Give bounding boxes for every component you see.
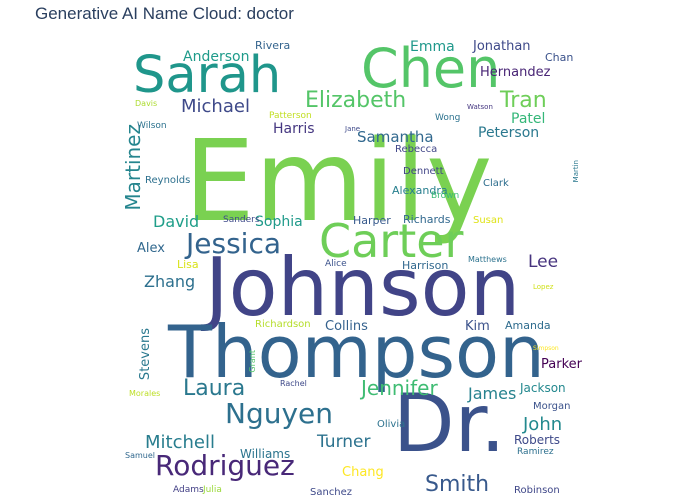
cloud-word: Sanchez (310, 487, 353, 498)
cloud-word: Amanda (505, 319, 551, 332)
cloud-word: Rivera (255, 39, 291, 52)
cloud-word: Harrison (402, 259, 449, 272)
cloud-word: Wong (435, 113, 461, 123)
cloud-word: Alex (137, 241, 165, 256)
cloud-word: Lee (528, 252, 559, 272)
cloud-word: Nguyen (225, 397, 334, 430)
cloud-word: Alice (325, 259, 347, 269)
cloud-word: Johnson (205, 241, 521, 334)
cloud-word: Chen (361, 38, 501, 100)
cloud-word: Rebecca (395, 144, 438, 155)
cloud-word: Richards (403, 213, 451, 226)
cloud-word: Reynolds (145, 175, 191, 186)
cloud-word: Sophia (255, 214, 303, 230)
cloud-word: Simpson (533, 345, 559, 352)
cloud-word: Robinson (514, 485, 560, 496)
cloud-word: Martin (572, 160, 580, 183)
cloud-word: Olivia (377, 419, 406, 430)
cloud-word: Stevens (138, 328, 153, 381)
cloud-word: Davis (135, 99, 158, 108)
cloud-word: Hernandez (480, 65, 551, 80)
cloud-word: Dr. (393, 377, 506, 470)
cloud-word: Emily (184, 117, 493, 247)
cloud-word: Alexandra (392, 184, 448, 197)
cloud-word: Emma (410, 39, 455, 55)
cloud-word: Roberts (514, 433, 561, 447)
cloud-word: Sanders (223, 215, 260, 225)
cloud-word: Thompson (168, 310, 545, 394)
cloud-word: Morales (129, 389, 161, 398)
cloud-word: Wilson (137, 121, 167, 131)
cloud-word: Susan (473, 215, 504, 226)
cloud-word: Collins (325, 319, 368, 334)
cloud-word: Smith (425, 472, 490, 497)
cloud-word: Williams (240, 447, 291, 461)
cloud-word: Brown (431, 191, 460, 201)
cloud-word: Clark (483, 178, 509, 189)
cloud-word: Sarah (133, 46, 282, 105)
cloud-word: Ramirez (517, 447, 554, 457)
cloud-word: Lisa (177, 258, 199, 271)
cloud-word: James (468, 384, 517, 403)
cloud-word: Lopez (533, 283, 554, 291)
cloud-word: Zhang (144, 272, 196, 291)
cloud-word: Jonathan (473, 39, 531, 54)
word-cloud: Emily Johnson Thompson Dr. Sarah Chen Ca… (125, 38, 585, 498)
cloud-word: Peterson (478, 125, 540, 141)
cloud-word: Rodriguez (155, 449, 295, 482)
cloud-word: Jane (345, 125, 361, 133)
cloud-word: Kim (465, 319, 490, 334)
cloud-word: Matthews (468, 255, 507, 264)
cloud-word: Martinez (125, 124, 145, 211)
cloud-word: Elizabeth (305, 88, 407, 113)
cloud-word: Jessica (186, 227, 281, 260)
cloud-word: Anderson (183, 49, 250, 65)
cloud-word: Jackson (520, 381, 566, 395)
cloud-word: John (523, 414, 563, 435)
cloud-word: Chang (342, 465, 384, 480)
cloud-word: Samuel (125, 451, 155, 460)
cloud-word: Parker (541, 357, 582, 372)
cloud-word: Grant (248, 350, 257, 373)
cloud-word: Jennifer (361, 376, 438, 400)
cloud-word: Chan (545, 51, 574, 64)
cloud-word: Richardson (255, 319, 311, 330)
cloud-word: Mitchell (145, 432, 215, 453)
cloud-word: Morgan (533, 401, 571, 412)
cloud-word: Michael (181, 96, 250, 117)
cloud-word: Carter (319, 214, 464, 268)
chart-title: Generative AI Name Cloud: doctor (35, 4, 294, 23)
cloud-word: Harris (273, 121, 315, 137)
cloud-word: David (153, 212, 200, 231)
cloud-word: Laura (183, 376, 246, 401)
cloud-word: Patterson (269, 111, 312, 121)
cloud-word: Harper (353, 214, 391, 227)
cloud-word: Samantha (357, 128, 434, 146)
cloud-word: Patel (511, 111, 546, 127)
cloud-word: Rachel (280, 379, 307, 388)
cloud-word: Tran (500, 88, 547, 113)
cloud-word: Dennett (403, 166, 444, 177)
cloud-word: Julia (203, 485, 222, 495)
cloud-word: Adams (173, 485, 204, 495)
cloud-word: Watson (467, 103, 493, 111)
cloud-word: Turner (317, 432, 371, 452)
